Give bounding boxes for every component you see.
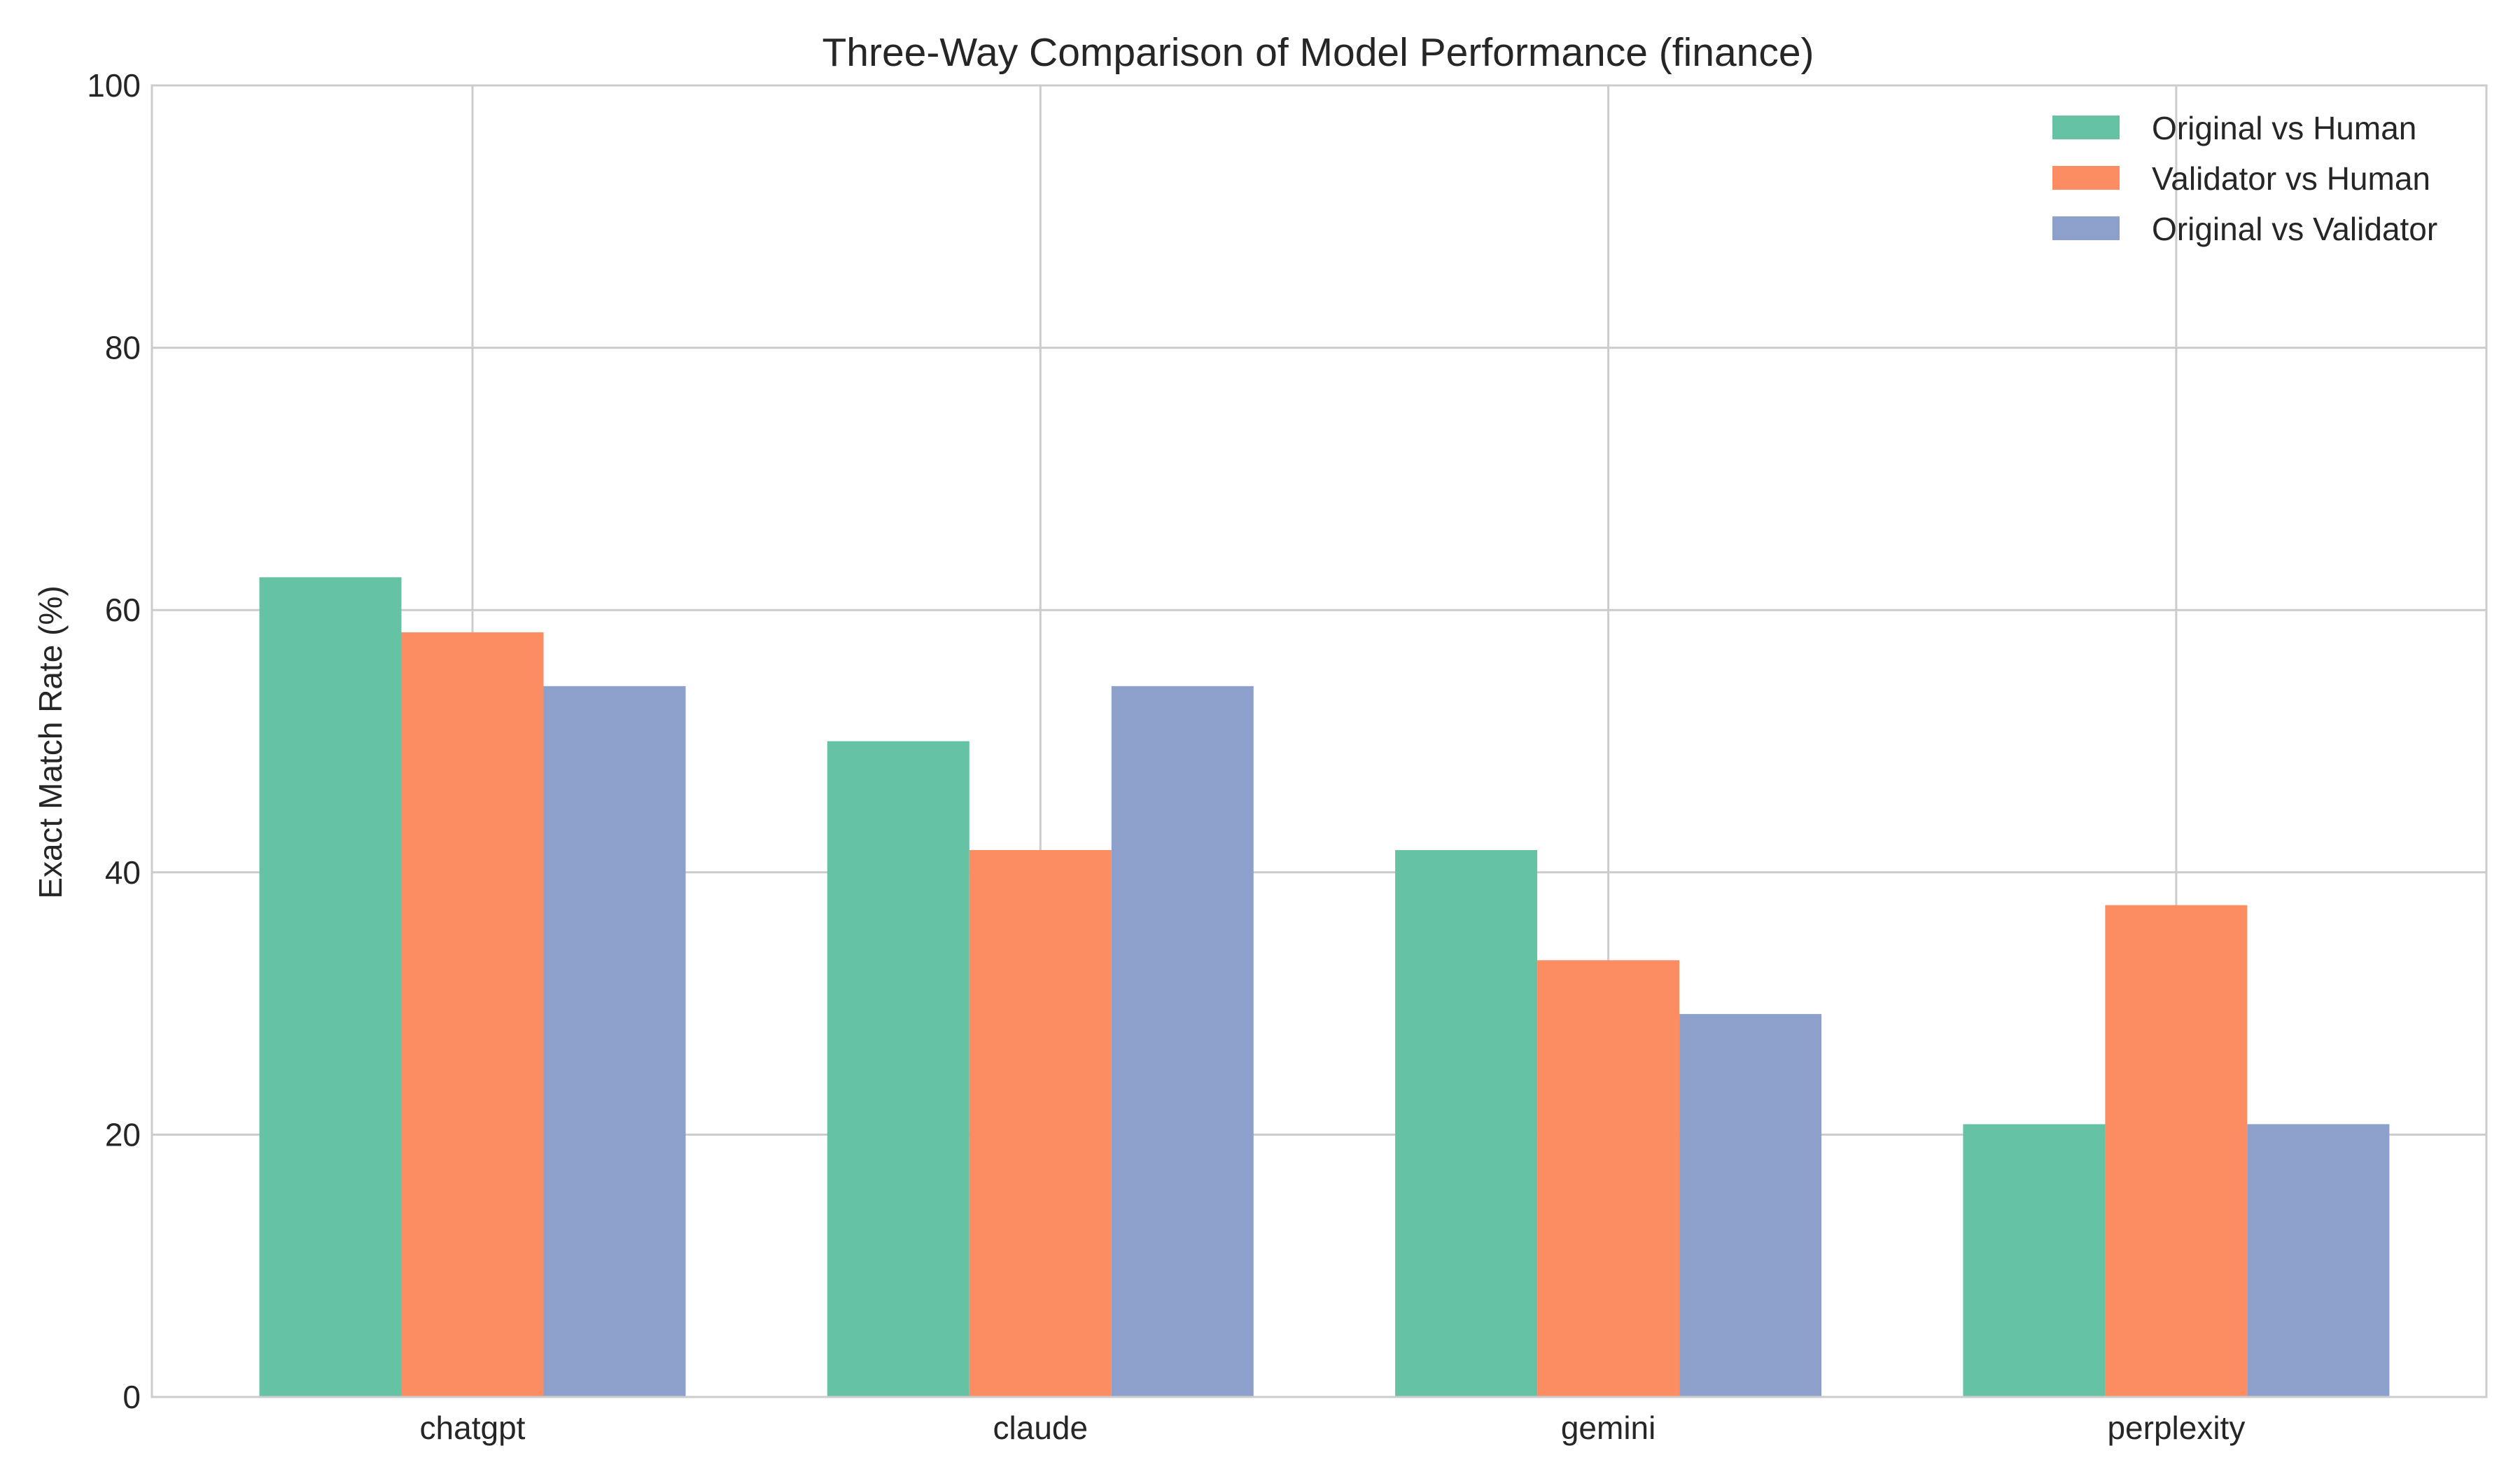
legend-swatch [2052,116,2120,139]
legend: Original vs Human Validator vs Human Origi… [2052,110,2437,247]
bar-claude-3 [1111,686,1254,1397]
bars [259,577,2390,1397]
bar-gemini-3 [1679,1014,1822,1397]
y-tick-label: 100 [87,67,141,104]
y-tick-label: 0 [122,1379,141,1415]
x-tick-label: chatgpt [420,1410,526,1446]
y-axis-label: Exact Match Rate (%) [32,585,69,898]
plot-frame [150,84,2488,1398]
bar-claude-2 [969,849,1112,1397]
legend-label: Original vs Human [2152,110,2416,146]
bar-perplexity-3 [2247,1124,2390,1397]
legend-label: Validator vs Human [2152,160,2430,197]
bar-chatgpt-1 [259,577,402,1397]
bar-chatgpt-2 [401,632,544,1397]
y-tick-label: 40 [105,854,141,891]
chart-title: Three-Way Comparison of Model Performanc… [822,30,1814,75]
bar-perplexity-2 [2105,905,2248,1397]
y-tick-label: 60 [105,592,141,628]
x-tick-label: gemini [1561,1410,1656,1446]
bar-chatgpt-3 [543,686,686,1397]
x-tick-labels: chatgpt claude gemini perplexity [420,1410,2246,1446]
x-tick-label: perplexity [2107,1410,2245,1446]
bar-gemini-2 [1537,960,1680,1397]
bar-claude-1 [827,741,969,1397]
x-tick-label: claude [993,1410,1088,1446]
bar-gemini-1 [1395,849,1538,1397]
y-tick-labels: 0 20 40 60 80 100 [87,67,141,1415]
y-tick-label: 80 [105,330,141,366]
legend-label: Original vs Validator [2152,211,2437,247]
legend-swatch [2052,166,2120,190]
bar-perplexity-1 [1963,1124,2106,1397]
y-tick-label: 20 [105,1116,141,1153]
legend-swatch [2052,216,2120,240]
